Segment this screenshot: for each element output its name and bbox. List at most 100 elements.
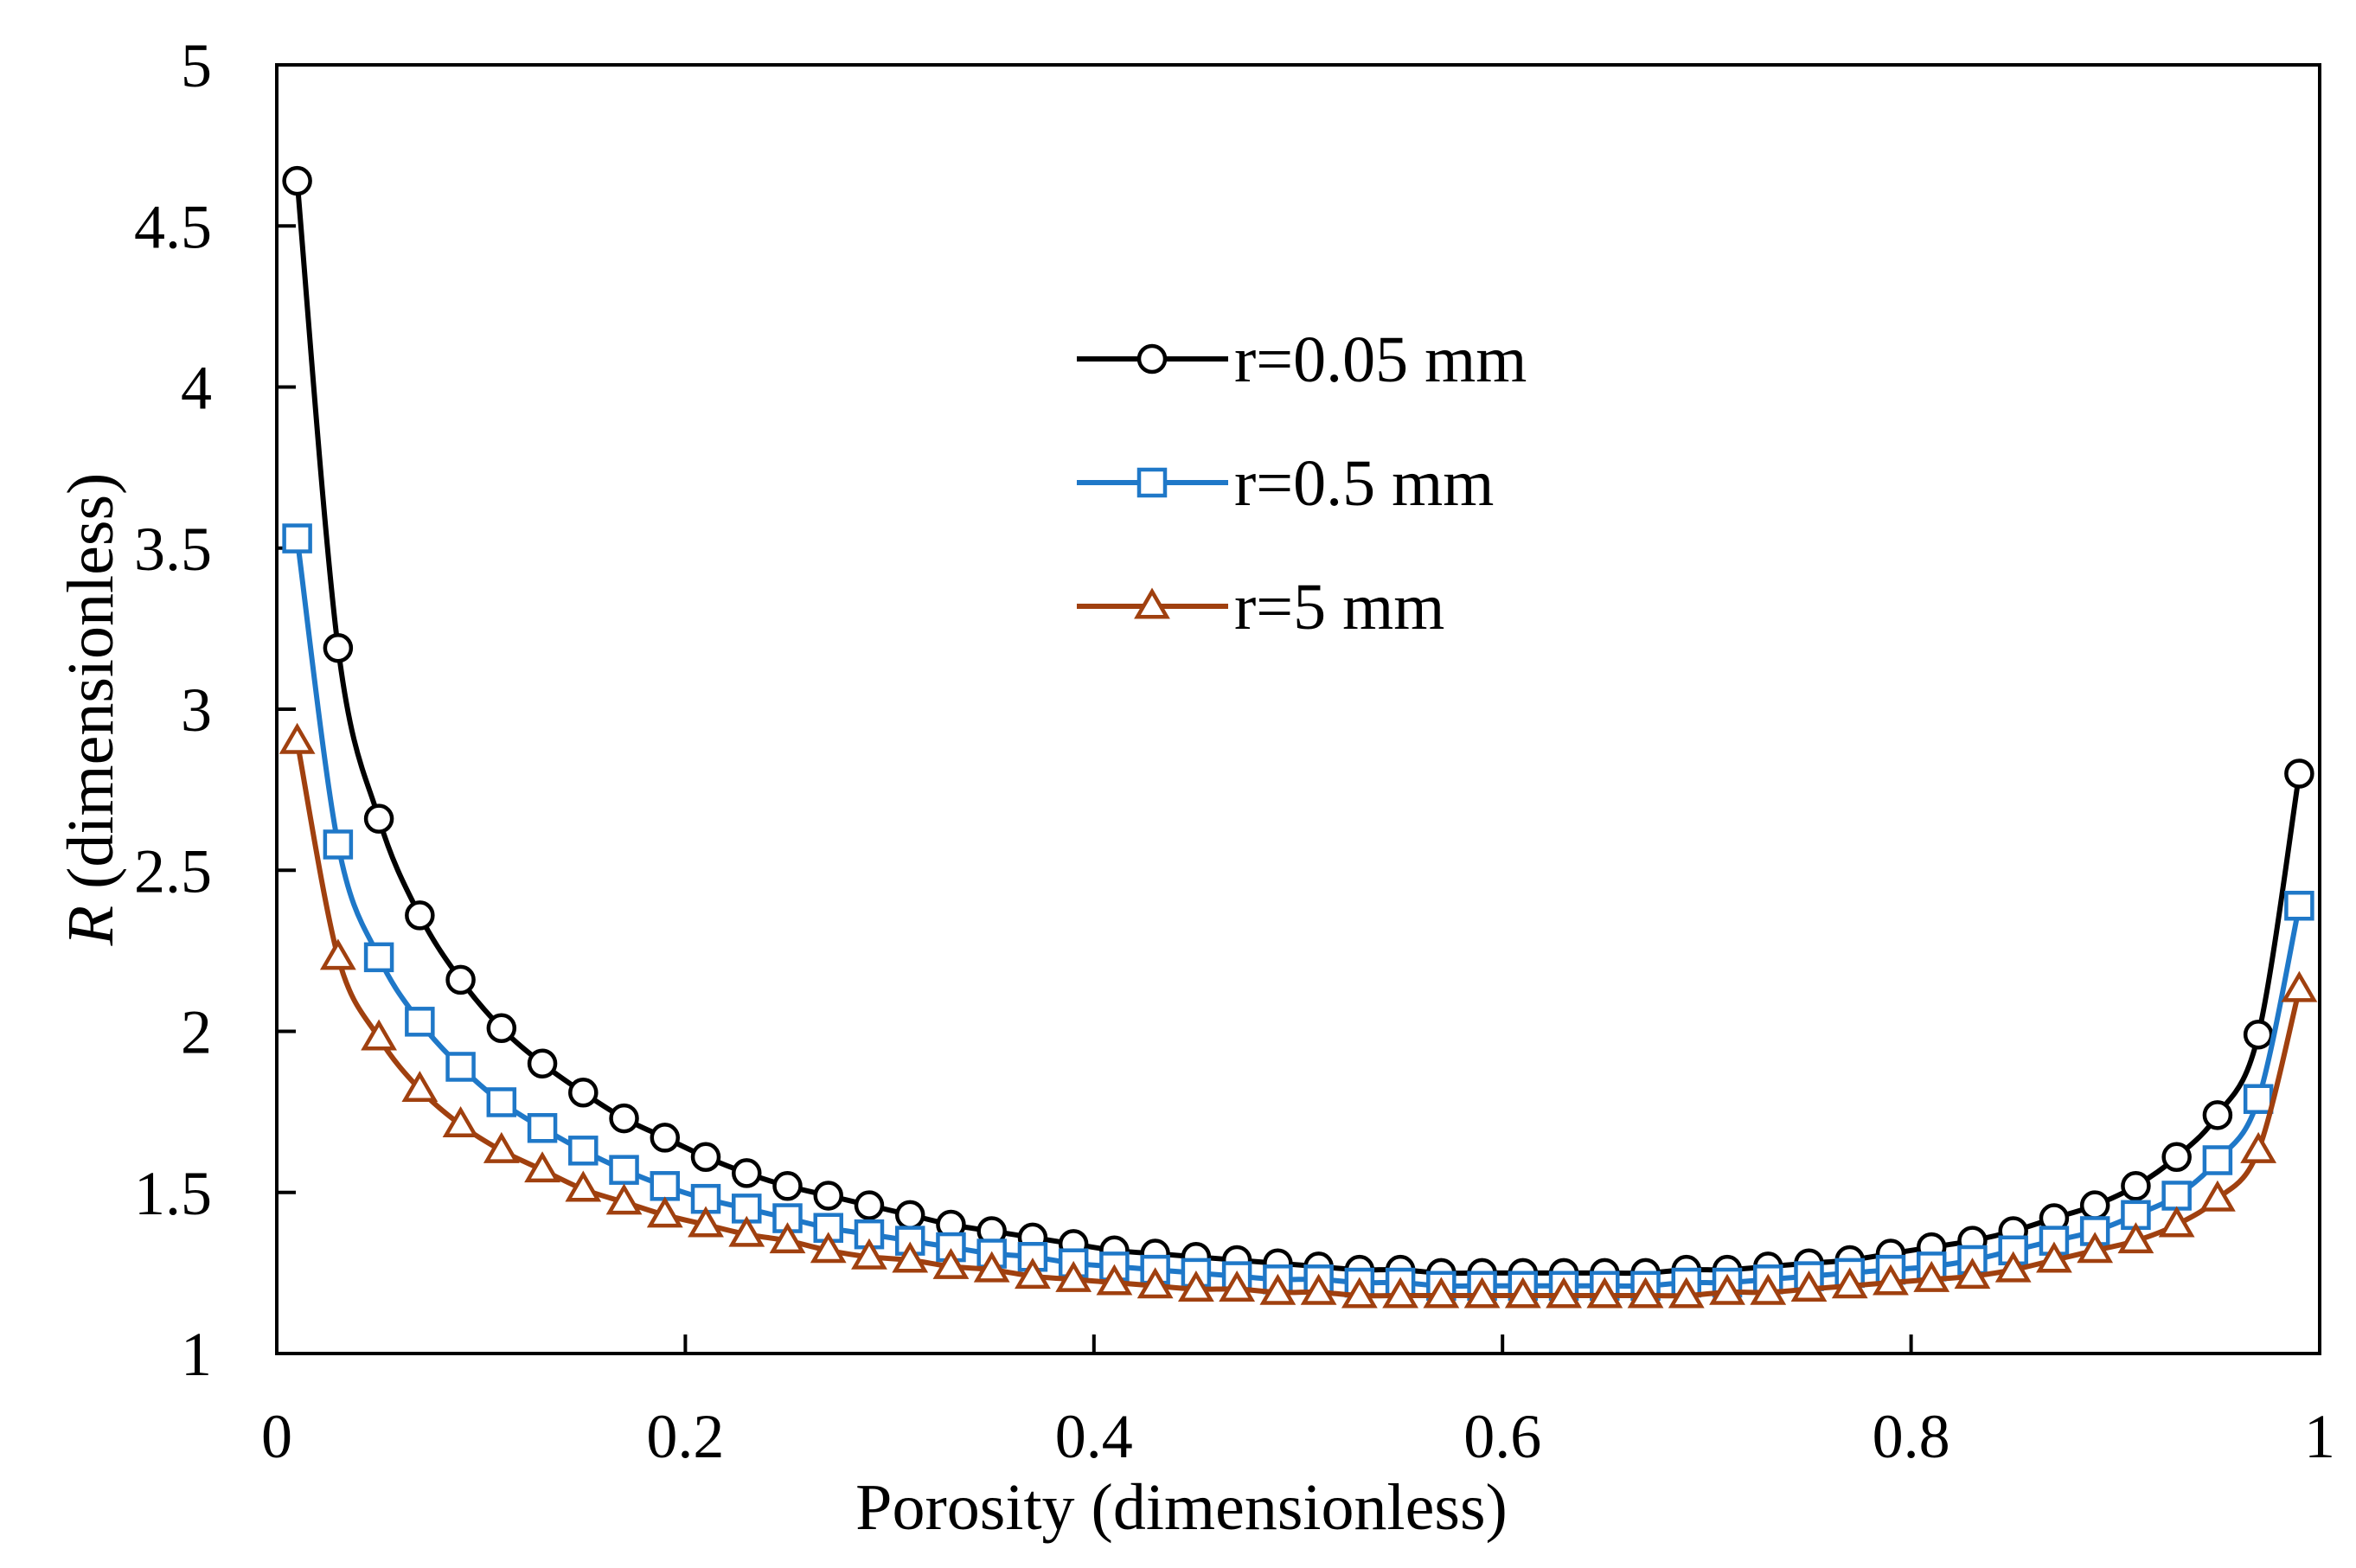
data-point xyxy=(568,1136,599,1166)
data-point xyxy=(2158,1206,2195,1238)
data-point xyxy=(650,1171,681,1201)
data-point xyxy=(1219,1270,1256,1302)
data-point xyxy=(2284,890,2314,921)
data-point xyxy=(609,1155,639,1185)
y-axis-title: R (dimensionless) xyxy=(54,473,127,947)
data-point xyxy=(1300,1273,1337,1305)
data-point xyxy=(1546,1277,1582,1309)
data-point xyxy=(483,1131,520,1163)
data-point xyxy=(605,1183,643,1215)
data-point xyxy=(568,1078,599,1108)
data-point xyxy=(688,1206,724,1238)
data-point xyxy=(2121,1171,2151,1201)
data-point xyxy=(2243,1019,2274,1050)
y-axis-title-text: (dimensionless) xyxy=(54,473,127,906)
data-point xyxy=(609,1103,639,1134)
y-axis-tick-labels: 1 1.5 2 2.5 3 3.5 4 4.5 5 xyxy=(134,31,212,1389)
legend-item: r=0.5 mm xyxy=(1077,447,1494,520)
data-point xyxy=(650,1123,681,1153)
x-tick-label: 0.6 xyxy=(1463,1402,1541,1471)
data-point xyxy=(1627,1277,1664,1309)
data-point xyxy=(1015,1258,1051,1290)
data-point xyxy=(1259,1273,1296,1305)
y-tick-label: 4 xyxy=(181,354,212,423)
x-tick-label: 0.2 xyxy=(646,1402,724,1471)
data-point xyxy=(323,829,354,860)
legend-item: r=5 mm xyxy=(1077,571,1444,643)
legend-marker xyxy=(1136,467,1168,498)
x-axis-title: Porosity (dimensionless) xyxy=(855,1471,1508,1544)
data-point xyxy=(2077,1232,2114,1264)
data-point xyxy=(363,942,394,973)
x-tick-label: 1 xyxy=(2304,1402,2335,1471)
data-point xyxy=(1954,1258,1991,1290)
y-tick-label: 3 xyxy=(181,675,212,745)
x-tick-label: 0.4 xyxy=(1055,1402,1133,1471)
x-tick-label: 0 xyxy=(261,1402,292,1471)
y-axis-title-symbol: R xyxy=(54,906,127,946)
data-point xyxy=(405,1007,435,1037)
series-3 xyxy=(278,722,2318,1309)
x-tick-label: 0.8 xyxy=(1873,1402,1950,1471)
data-point xyxy=(2240,1131,2277,1163)
data-point xyxy=(524,1151,560,1183)
data-point xyxy=(932,1247,970,1279)
legend-marker xyxy=(1136,343,1168,374)
data-point xyxy=(1586,1277,1623,1309)
data-point xyxy=(2199,1180,2236,1212)
legend-label: r=5 mm xyxy=(1234,571,1444,643)
data-point xyxy=(973,1251,1010,1283)
data-point xyxy=(2243,1084,2274,1114)
data-point xyxy=(2161,1181,2192,1211)
data-point xyxy=(1750,1273,1787,1305)
y-tick-label: 2 xyxy=(181,998,212,1067)
data-point xyxy=(1994,1251,2032,1283)
data-point xyxy=(894,1200,925,1231)
data-point xyxy=(363,803,394,834)
data-point xyxy=(401,1071,439,1103)
data-point xyxy=(690,1142,721,1173)
data-point xyxy=(527,1048,558,1078)
data-point xyxy=(361,1019,398,1051)
data-point xyxy=(2036,1241,2072,1273)
data-point xyxy=(1177,1270,1214,1302)
y-axis-ticks xyxy=(277,63,296,1355)
x-axis-tick-labels: 0 0.2 0.4 0.6 0.8 1 xyxy=(261,1402,2335,1471)
data-point xyxy=(278,722,316,754)
data-point xyxy=(2079,1190,2110,1220)
data-point xyxy=(2117,1222,2154,1254)
y-tick-label: 2.5 xyxy=(134,836,212,906)
data-point xyxy=(851,1238,887,1270)
data-point xyxy=(527,1113,558,1143)
data-point xyxy=(813,1181,843,1211)
data-point xyxy=(1790,1270,1828,1302)
data-point xyxy=(282,523,312,554)
data-point xyxy=(445,964,476,995)
data-point xyxy=(323,632,354,663)
data-point xyxy=(2202,1145,2233,1175)
data-point xyxy=(442,1106,479,1138)
data-point xyxy=(1504,1277,1541,1309)
data-point xyxy=(2202,1100,2233,1130)
data-point xyxy=(1096,1264,1133,1296)
data-point xyxy=(282,165,312,196)
y-tick-label: 1.5 xyxy=(134,1159,212,1228)
data-point xyxy=(646,1196,683,1228)
legend: r=0.05 mm r=0.5 mm r=5 mm xyxy=(1077,323,1527,643)
legend-marker xyxy=(1134,587,1170,619)
series-layer xyxy=(278,165,2318,1309)
data-point xyxy=(772,1171,803,1201)
data-point xyxy=(2284,758,2314,789)
data-point xyxy=(1913,1260,1950,1292)
data-point xyxy=(486,1087,517,1117)
data-point xyxy=(810,1232,847,1264)
data-point xyxy=(2161,1142,2192,1173)
data-point xyxy=(1136,1267,1174,1299)
data-point xyxy=(405,900,435,931)
data-point xyxy=(1341,1277,1378,1309)
y-tick-label: 3.5 xyxy=(134,515,212,584)
data-point xyxy=(892,1241,929,1273)
data-point xyxy=(565,1170,602,1202)
